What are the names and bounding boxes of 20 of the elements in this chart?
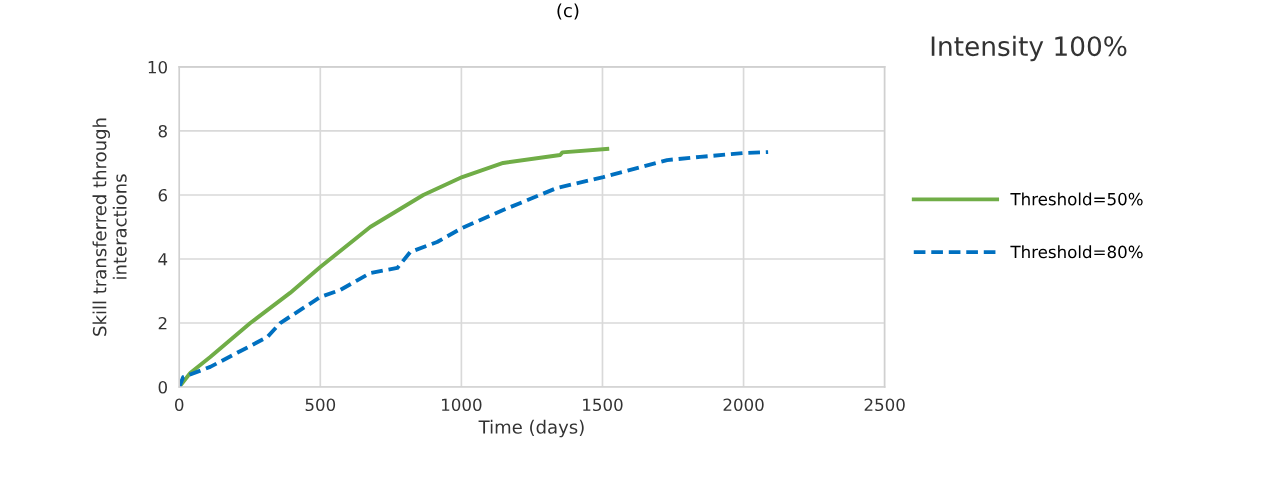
x-tick-label: 0 <box>175 398 184 412</box>
x-tick-label: 2000 <box>723 398 764 412</box>
y-tick-label: 8 <box>158 124 167 138</box>
x-tick-label: 1000 <box>442 398 482 412</box>
y-tick-label: 0 <box>158 380 167 394</box>
y-tick-label: 2 <box>158 316 167 330</box>
y-tick-label: 4 <box>158 253 168 266</box>
x-tick-label: 1500 <box>583 398 623 412</box>
text: (c) <box>557 3 579 20</box>
x-axis-title: Time (days) <box>478 419 584 438</box>
line-series <box>179 146 610 388</box>
legend-label: Threshold=80% <box>1010 245 1143 259</box>
text: Intensity 100% <box>931 35 1127 62</box>
x-tick-label: 2500 <box>864 398 905 412</box>
y-tick-label: 6 <box>158 188 168 202</box>
x-tick-label: 500 <box>305 398 336 412</box>
legend-label: Threshold=50% <box>1010 192 1143 206</box>
y-axis-title: Skill transferred through interactions <box>92 118 127 336</box>
line-series <box>179 150 771 388</box>
y-tick-label: 10 <box>148 60 167 74</box>
